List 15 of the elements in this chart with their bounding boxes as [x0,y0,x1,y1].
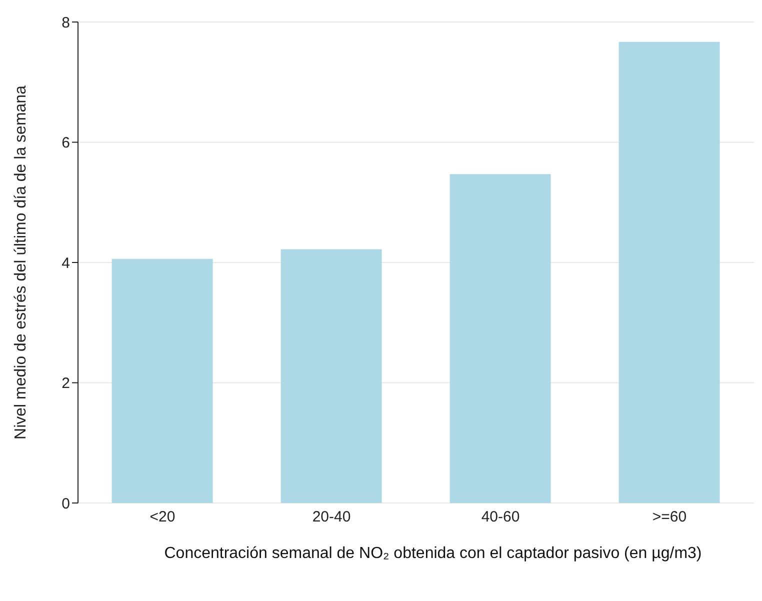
y-tick-label: 4 [62,254,70,272]
x-axis-title: Concentración semanal de NO₂ obtenida con el captador pasivo (en µg/m3) [163,544,703,564]
y-tick-label: 8 [62,14,70,32]
y-tick-label: 6 [62,134,70,152]
y-axis-title: Nivel medio de estrés del último día de la semana [12,85,30,440]
y-tick-label: 0 [62,495,70,512]
x-tick-label: <20 [150,508,176,526]
bar [280,249,382,503]
bar [618,42,720,503]
bar [112,258,213,503]
x-tick-label: 20-40 [312,508,351,526]
x-tick-label: 40-60 [481,508,520,526]
x-tick-label: >=60 [652,508,687,526]
y-tick-label: 2 [62,375,70,392]
bar [450,174,551,503]
